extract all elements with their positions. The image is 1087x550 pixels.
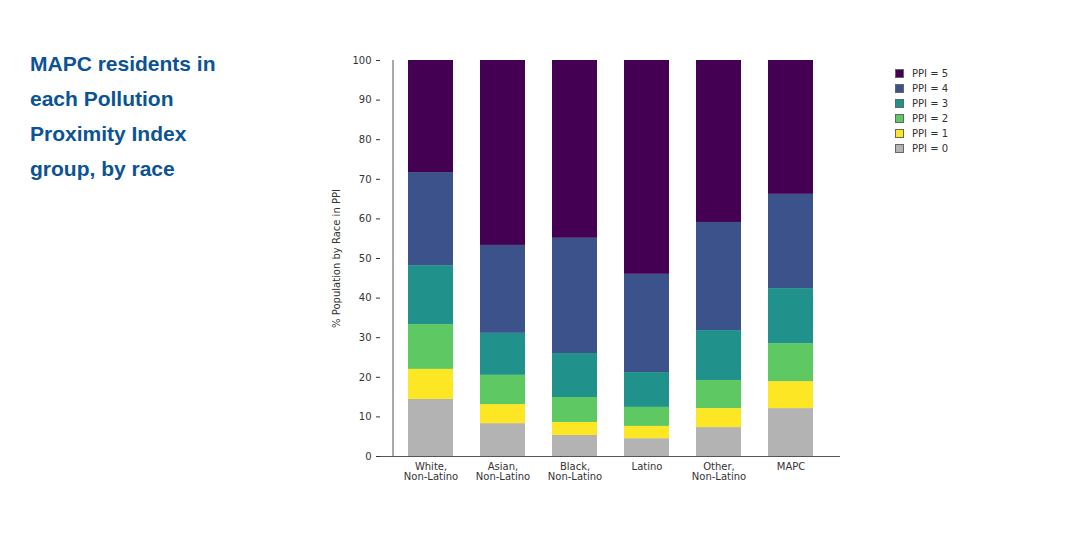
svg-text:70: 70	[359, 174, 372, 185]
svg-text:60: 60	[359, 213, 372, 224]
html-text:PPI = 3: PPI = 3	[912, 98, 949, 109]
html-text:PPI = 5: PPI = 5	[912, 68, 949, 79]
svg-text:Black,Non-Latino: Black,Non-Latino	[548, 461, 602, 482]
svg-text:90: 90	[359, 94, 372, 105]
svg-text:80: 80	[359, 134, 372, 145]
svg-text:10: 10	[359, 411, 372, 422]
svg-text:Latino: Latino	[632, 461, 663, 472]
svg-text:50: 50	[359, 253, 372, 264]
svg-text:% Population by Race in PPI: % Population by Race in PPI	[331, 189, 342, 328]
svg-text:Other,Non-Latino: Other,Non-Latino	[692, 461, 746, 482]
svg-text:White,Non-Latino: White,Non-Latino	[404, 461, 458, 482]
svg-text:100: 100	[352, 55, 371, 66]
svg-text:0: 0	[365, 451, 371, 462]
svg-text:30: 30	[359, 332, 372, 343]
svg-text:20: 20	[359, 372, 372, 383]
html-text:MAPC residents in each Polluti: MAPC residents in each Pollution Proximi…	[30, 52, 216, 180]
html-text:PPI = 2: PPI = 2	[912, 113, 949, 124]
html-text:PPI = 4: PPI = 4	[912, 83, 949, 94]
html-text:PPI = 0: PPI = 0	[912, 143, 949, 154]
svg-text:MAPC: MAPC	[777, 461, 805, 472]
svg-text:Asian,Non-Latino: Asian,Non-Latino	[476, 461, 530, 482]
svg-text:40: 40	[359, 292, 372, 303]
html-text:PPI = 1: PPI = 1	[912, 128, 949, 139]
